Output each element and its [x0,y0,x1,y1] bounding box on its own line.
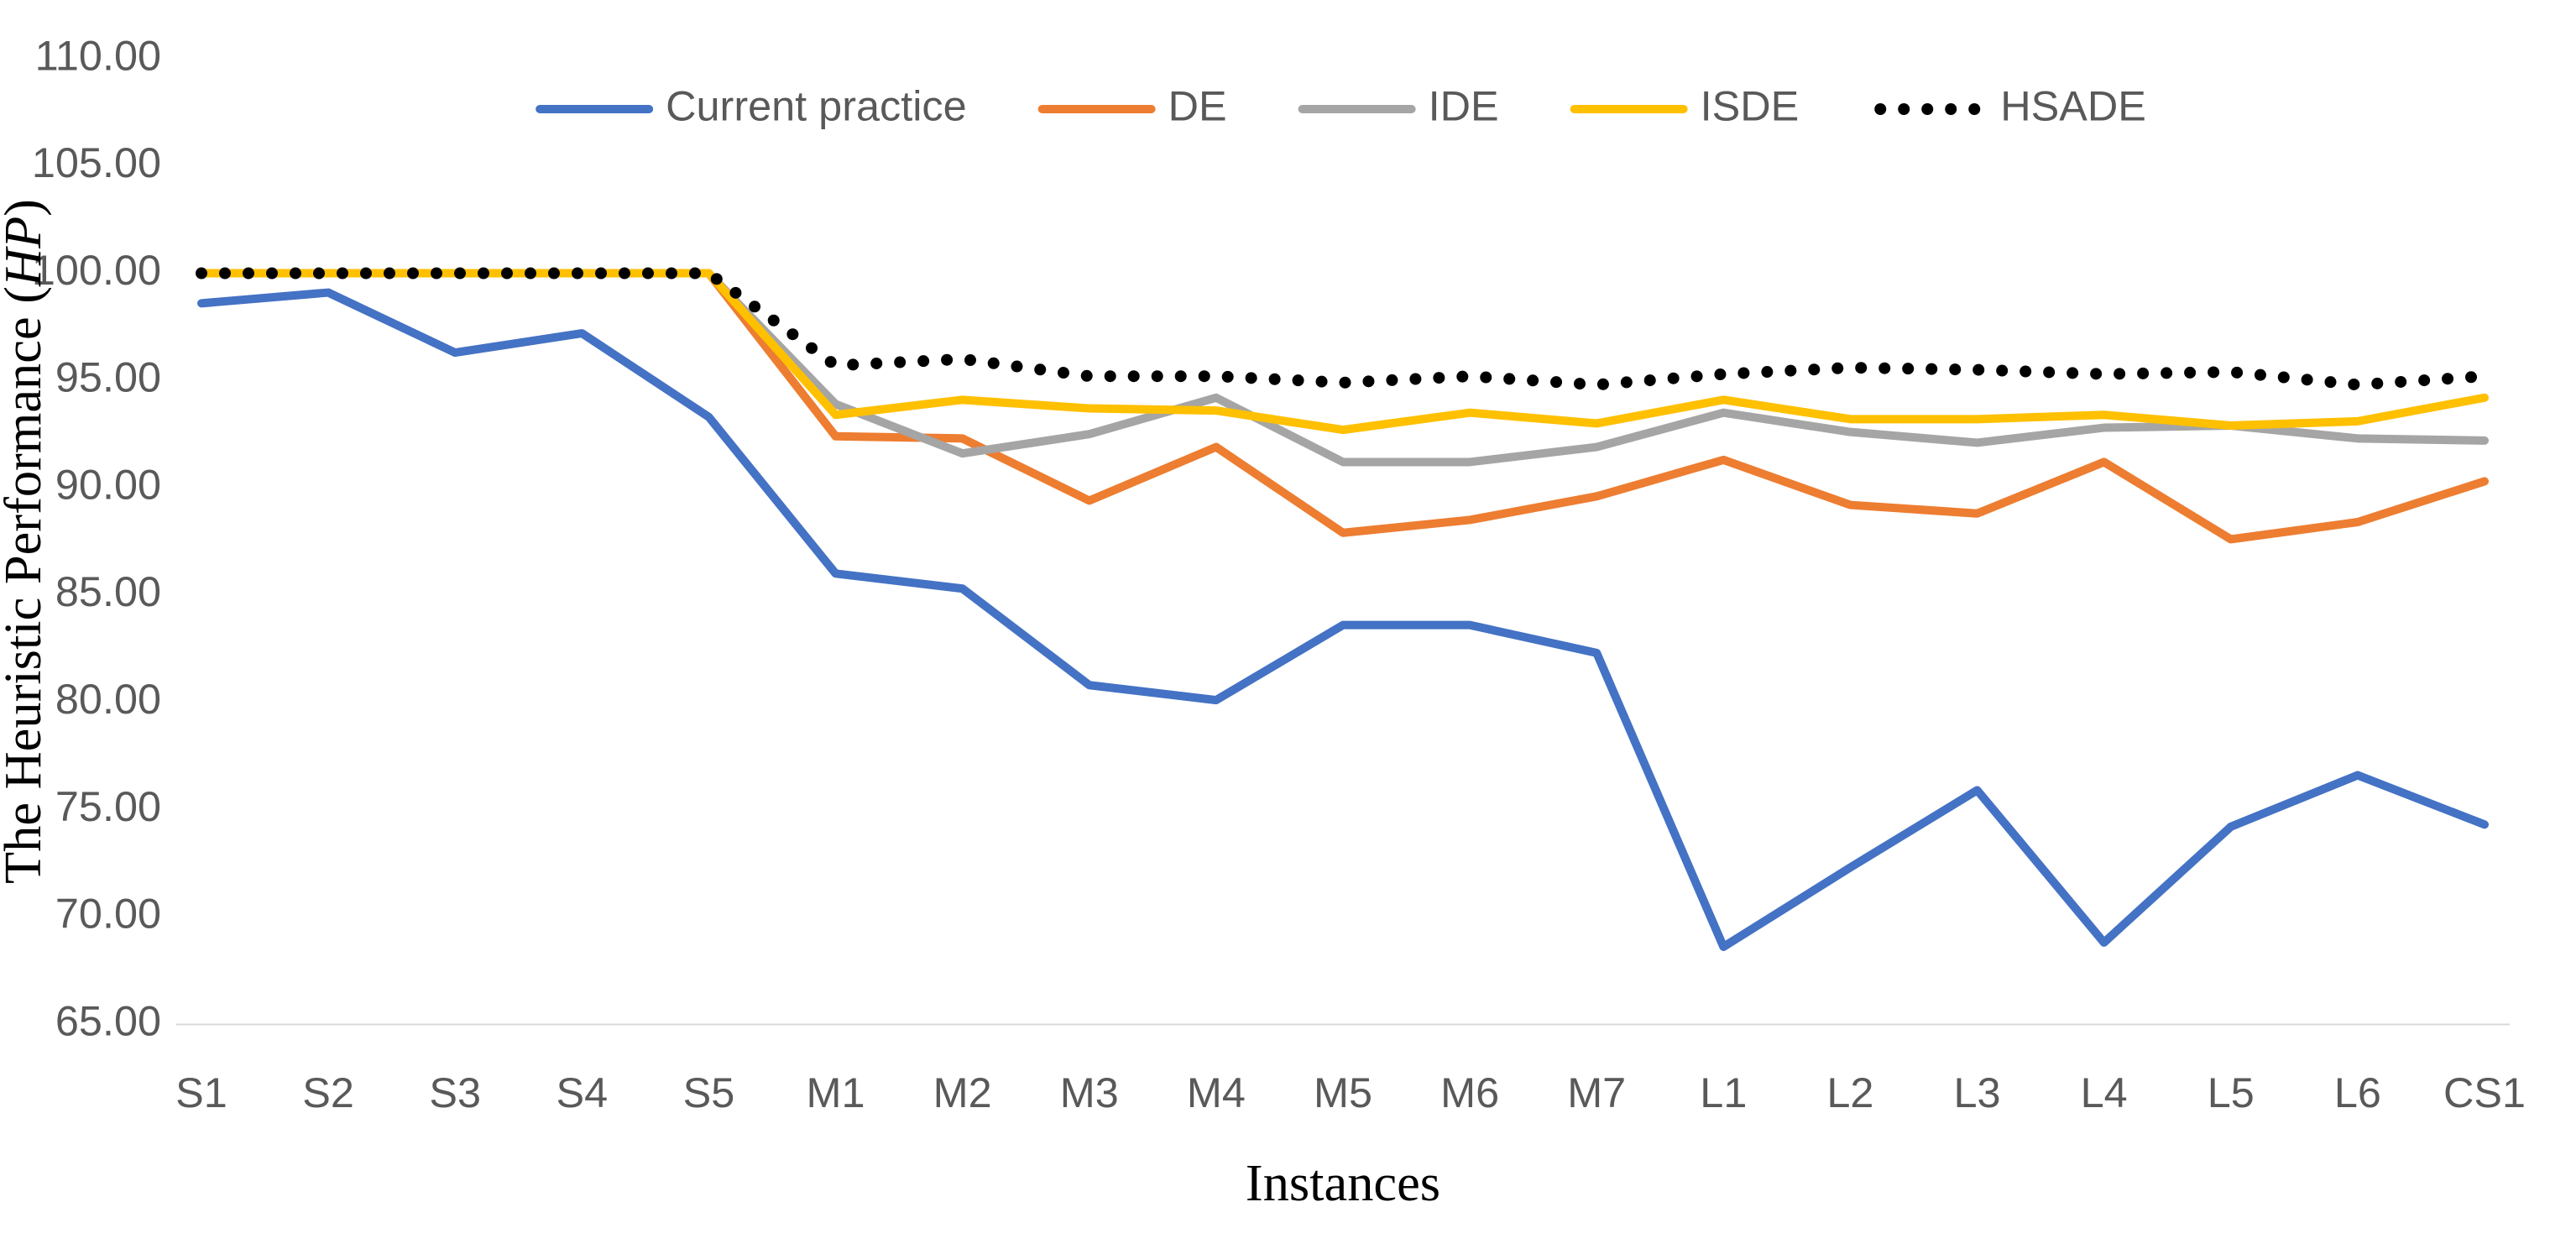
chart-container: 65.0070.0075.0080.0085.0090.0095.00100.0… [0,0,2576,1249]
x-tick-label: S5 [683,1069,735,1116]
series-de [201,274,2485,540]
y-tick-label: 110.00 [35,31,161,79]
legend-label: ISDE [1701,81,1800,129]
svg-text:The Heuristic Performance (HP): The Heuristic Performance (HP) [0,199,52,884]
series-isde [201,274,2485,431]
y-tick-label: 90.00 [55,460,161,508]
x-tick-label: S2 [302,1069,354,1116]
x-tick-label: M2 [933,1069,992,1116]
x-tick-label: L6 [2334,1069,2381,1116]
y-tick-label: 105.00 [32,138,161,186]
series-hsade [196,268,2477,390]
y-tick-label: 65.00 [55,996,161,1044]
x-tick-label: L2 [1826,1069,1873,1116]
x-tick-label: S4 [556,1069,609,1116]
legend: Current practice DE IDE ISDE HSADE [540,81,2146,129]
x-tick-label: L3 [1954,1069,2001,1116]
x-axis-ticks: S1 S2 S3 S4 S5 M1 M2 M3 M4 M5 M6 M7 L1 L2 L3 L4 L5 L6 CS1 [175,1069,2526,1116]
legend-label: HSADE [2000,81,2146,129]
y-tick-label: 85.00 [55,567,161,615]
x-tick-label: M5 [1314,1069,1372,1116]
y-tick-label: 95.00 [55,353,161,401]
x-tick-label: L5 [2208,1069,2255,1116]
x-tick-label: L1 [1700,1069,1747,1116]
y-tick-label: 70.00 [55,890,161,938]
x-axis-title: Instances [1246,1154,1440,1212]
x-tick-label: M1 [807,1069,865,1116]
x-tick-label: M4 [1187,1069,1246,1116]
y-tick-label: 75.00 [55,782,161,830]
x-tick-label: L4 [2081,1069,2128,1116]
x-tick-label: S1 [175,1069,227,1116]
x-tick-label: CS1 [2443,1069,2526,1116]
legend-label: Current practice [666,81,966,129]
x-tick-label: M6 [1440,1069,1499,1116]
y-tick-label: 80.00 [55,675,161,723]
y-axis-title: The Heuristic Performance (HP) [0,199,52,884]
legend-label: IDE [1429,81,1499,129]
x-tick-label: S3 [429,1069,481,1116]
x-tick-label: M3 [1060,1069,1119,1116]
series-current-practice [201,293,2485,947]
series-group [196,268,2485,947]
legend-label: DE [1168,81,1227,129]
line-chart: 65.0070.0075.0080.0085.0090.0095.00100.0… [0,0,2576,1249]
x-tick-label: M7 [1567,1069,1626,1116]
legend-swatch [1874,103,1980,115]
